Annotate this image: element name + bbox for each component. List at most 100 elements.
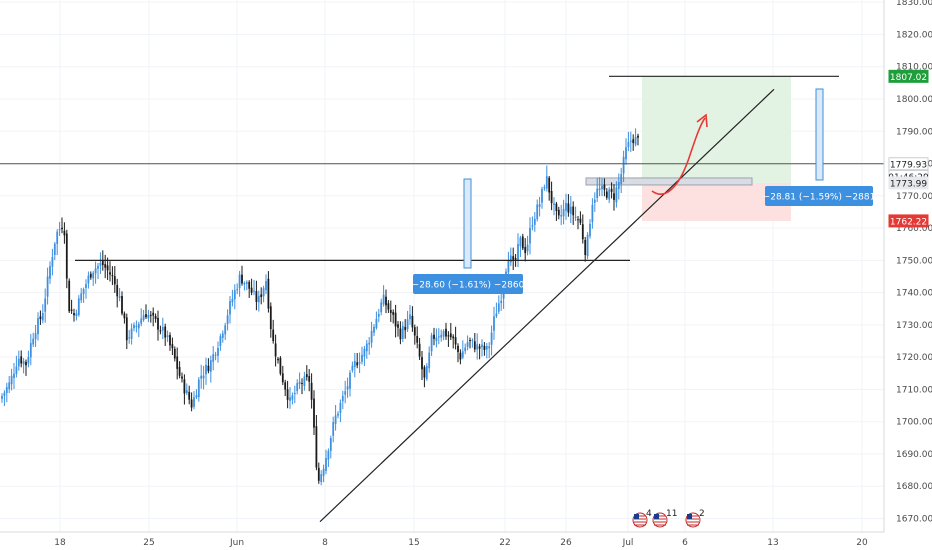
price-tick-label: 1750.00 <box>896 256 932 266</box>
candle-body <box>269 306 272 330</box>
candle-body <box>212 354 215 362</box>
candle-body <box>99 262 102 266</box>
measure-label-bg <box>413 274 523 294</box>
candle-body <box>322 468 325 476</box>
candle-body <box>512 256 515 260</box>
candle-body <box>224 325 227 335</box>
candle-body <box>404 326 407 331</box>
candle-body <box>418 343 421 357</box>
price-tag-bg <box>888 214 929 228</box>
candle-body <box>370 330 373 343</box>
candle-body <box>329 438 332 451</box>
candle-body <box>394 312 397 327</box>
candle-body <box>349 372 351 389</box>
candle-body <box>231 298 234 303</box>
candle-body <box>399 328 402 340</box>
candle-body <box>608 189 611 200</box>
candle-body <box>219 336 222 346</box>
candle-body <box>536 204 539 219</box>
candle-body <box>46 276 49 297</box>
candle-body <box>73 313 75 316</box>
measure-bar-right[interactable] <box>815 88 824 181</box>
candle-body <box>327 451 330 460</box>
price-tick-label: 1740.00 <box>896 289 932 299</box>
time-axis[interactable]: 18 25 Jun 8 15 22 26 Jul 6 13 20 <box>0 531 884 548</box>
candle-body <box>238 274 241 289</box>
price-tick-label: 1760.00 <box>896 224 932 234</box>
candle-body <box>106 265 109 271</box>
candle-body <box>423 367 426 378</box>
projection-arrow[interactable] <box>651 117 706 195</box>
candle-body <box>377 314 380 317</box>
candle-body <box>565 202 567 211</box>
time-tick-label: 8 <box>322 538 328 548</box>
measure-tools[interactable]: −28.60 (−1.61%) −2860 −28.81 (−1.59%) −28… <box>412 88 876 294</box>
candle-body <box>137 323 140 329</box>
drawn-lines[interactable] <box>0 75 884 523</box>
price-tick-label: 1670.00 <box>896 515 932 525</box>
candle-body <box>250 287 253 293</box>
candle-body <box>284 382 287 390</box>
flag-canton <box>654 514 659 519</box>
candle-body <box>92 272 95 279</box>
candle-body <box>577 219 579 221</box>
price-tick-label: 1830.00 <box>896 0 932 8</box>
candle-body <box>207 365 210 372</box>
time-tick-label: 22 <box>499 538 510 548</box>
candle-body <box>517 244 519 260</box>
event-count: 2 <box>699 509 705 519</box>
candle-body <box>111 275 114 277</box>
candle-body <box>341 395 344 402</box>
candle-body <box>281 373 284 383</box>
candle-body <box>353 360 356 367</box>
candle-body <box>296 383 299 392</box>
candle-body <box>620 174 623 184</box>
candle-body <box>339 402 342 413</box>
event-badges[interactable]: 4 11 2 <box>632 509 705 528</box>
candle-body <box>176 356 179 369</box>
price-tick-label: 1710.00 <box>896 385 932 395</box>
economic-event-badge[interactable]: 4 <box>632 509 652 528</box>
price-tick-label: 1730.00 <box>896 321 932 331</box>
economic-event-badge[interactable]: 11 <box>652 509 677 528</box>
candle-body <box>70 309 73 311</box>
candle-body <box>128 337 131 339</box>
candle-body <box>603 184 606 190</box>
candle-body <box>613 193 615 200</box>
candle-body <box>89 273 92 278</box>
candle-body <box>63 230 66 236</box>
entry-bar[interactable] <box>585 177 753 186</box>
candle-body <box>34 333 37 340</box>
price-tag-label: 1762.22 <box>890 217 927 227</box>
price-tick-label: 1820.00 <box>896 30 932 40</box>
flag-canton <box>634 514 639 519</box>
time-tick-label: 6 <box>682 538 688 548</box>
candle-body <box>195 395 198 398</box>
time-tick-label: 13 <box>767 538 778 548</box>
trend-line[interactable] <box>319 88 775 523</box>
candle-body <box>130 328 133 339</box>
candle-body <box>529 227 531 244</box>
candle-body <box>125 317 128 341</box>
measure-bar-left[interactable] <box>463 178 472 269</box>
price-tag: 1779.93 <box>888 157 929 171</box>
candle-body <box>555 203 558 212</box>
economic-event-badge[interactable]: 2 <box>685 509 705 528</box>
candle-body <box>500 300 503 304</box>
profit-zone[interactable] <box>642 76 791 183</box>
candle-body <box>596 188 599 199</box>
price-tag-label: 1807.02 <box>890 73 927 83</box>
candle-body <box>193 397 195 407</box>
price-tick-label: 1700.00 <box>896 418 932 428</box>
candle-body <box>457 345 459 353</box>
time-tick-label: 15 <box>408 538 419 548</box>
candle-body <box>406 319 409 330</box>
candle-body <box>289 397 291 401</box>
candle-body <box>411 315 414 328</box>
price-tick-label: 1680.00 <box>896 482 932 492</box>
candle-body <box>569 206 572 214</box>
candle-body <box>236 289 239 291</box>
candle-body <box>147 314 150 319</box>
